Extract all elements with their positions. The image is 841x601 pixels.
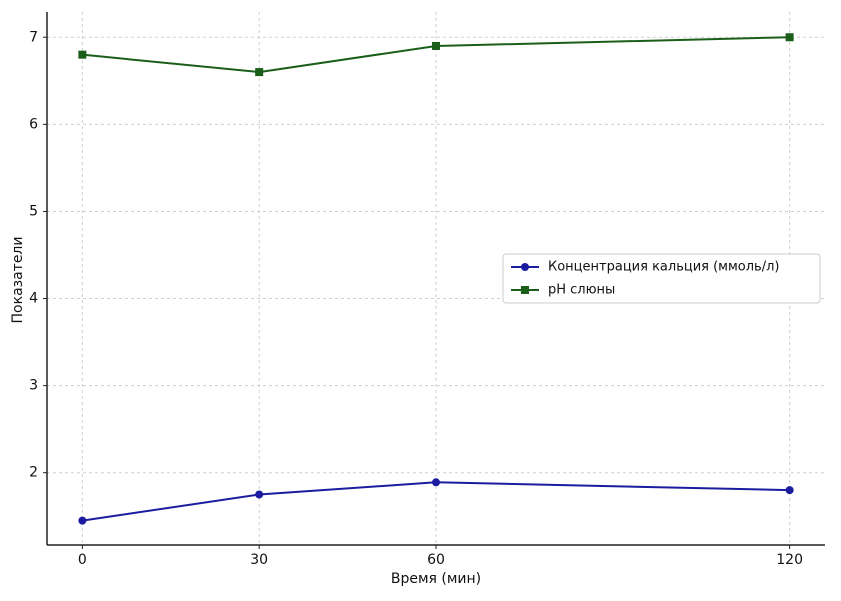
legend-label: Концентрация кальция (ммоль/л) xyxy=(548,260,779,275)
data-point xyxy=(255,490,264,499)
y-tick-label: 5 xyxy=(29,203,38,219)
y-tick-label: 2 xyxy=(29,465,38,481)
x-tick-label: 120 xyxy=(776,552,803,568)
legend-marker xyxy=(521,286,529,294)
legend-marker xyxy=(521,263,529,271)
legend-box xyxy=(502,253,821,304)
data-point xyxy=(432,478,440,487)
data-point xyxy=(255,68,264,77)
data-point xyxy=(785,33,794,42)
y-tick-label: 4 xyxy=(29,291,38,307)
data-point xyxy=(785,486,794,495)
legend-label: pH слюны xyxy=(548,283,615,298)
series-line xyxy=(82,36,790,74)
data-point xyxy=(78,50,87,59)
x-axis-label: Время (мин) xyxy=(391,571,481,587)
x-tick-label: 60 xyxy=(427,552,445,568)
y-tick-label: 7 xyxy=(29,29,38,45)
series-line xyxy=(82,481,790,522)
x-tick-label: 30 xyxy=(250,552,268,568)
y-tick-label: 3 xyxy=(29,378,38,394)
y-tick-label: 6 xyxy=(29,116,38,132)
x-tick-label: 0 xyxy=(78,552,87,568)
data-point xyxy=(432,41,440,50)
data-point xyxy=(78,516,87,525)
y-axis-label: Показатели xyxy=(10,237,26,324)
